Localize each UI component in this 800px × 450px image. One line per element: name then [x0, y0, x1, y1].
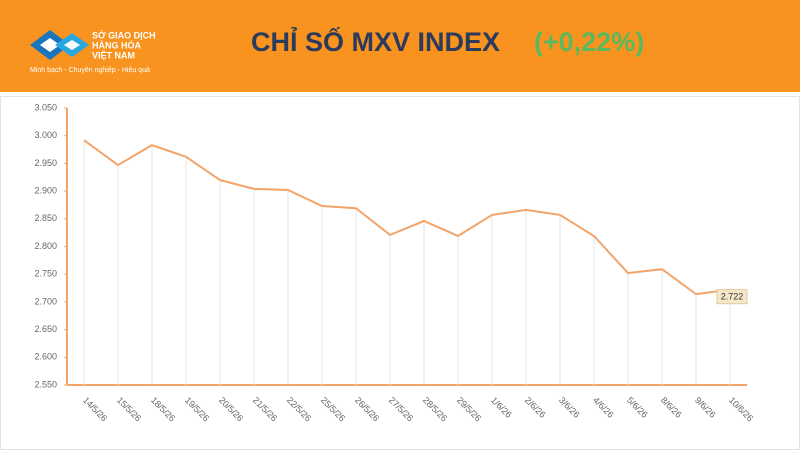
y-tick-label: 2.900 — [34, 185, 57, 195]
x-tick-label: 25/5/26 — [319, 395, 347, 423]
x-tick-label: 2/6/26 — [523, 395, 548, 420]
x-tick-label: 8/6/26 — [659, 395, 684, 420]
y-tick-label: 3.050 — [34, 102, 57, 112]
x-tick-label: 19/5/26 — [183, 395, 211, 423]
logo-text: SỞ GIAO DỊCH — [92, 29, 156, 40]
title: CHỈ SỐ MXV INDEX — [251, 25, 500, 57]
y-tick-label: 3.000 — [34, 130, 57, 140]
x-tick-label: 14/5/26 — [81, 395, 109, 423]
y-tick-label: 2.700 — [34, 296, 57, 306]
x-tick-label: 20/5/26 — [217, 395, 245, 423]
x-tick-label: 1/6/26 — [489, 395, 514, 420]
x-tick-label: 27/5/26 — [387, 395, 415, 423]
y-tick-label: 2.600 — [34, 352, 57, 362]
line — [83, 139, 731, 296]
x-tick-label: 4/6/26 — [591, 395, 616, 420]
value-label-box — [716, 289, 748, 305]
x-tick-label: 15/5/26 — [115, 395, 143, 423]
x-tick-label: 10/6/26 — [727, 395, 755, 423]
y-tick-label: 2.950 — [34, 158, 57, 168]
x-tick-label: 22/5/26 — [285, 395, 313, 423]
tagline: Minh bạch - Chuyên nghiệp - Hiệu quả — [30, 67, 150, 74]
x-tick-label: 21/5/26 — [251, 395, 279, 423]
x-tick-label: 18/5/26 — [149, 395, 177, 423]
logo — [30, 30, 89, 60]
x-tick-label: 29/5/26 — [455, 395, 483, 423]
x-tick-label: 26/5/26 — [353, 395, 381, 423]
y-tick-label: 2.650 — [34, 324, 57, 334]
x-tick-label: 3/6/26 — [557, 395, 582, 420]
y-tick-label: 2.800 — [34, 241, 57, 251]
x-tick-label: 5/6/26 — [625, 395, 650, 420]
change: (+0,22%) — [534, 27, 644, 57]
y-tick-label: 2.750 — [34, 269, 57, 279]
x-tick-label: 28/5/26 — [421, 395, 449, 423]
x-tick-label: 9/6/26 — [693, 395, 718, 420]
logo-text: VIỆT NAM — [92, 49, 135, 60]
logo-text: HÀNG HÓA — [92, 39, 141, 50]
banner — [0, 0, 800, 92]
value-label: 2.722 — [721, 292, 744, 302]
y-tick-label: 2.850 — [34, 213, 57, 223]
y-tick-label: 2.550 — [34, 379, 57, 389]
